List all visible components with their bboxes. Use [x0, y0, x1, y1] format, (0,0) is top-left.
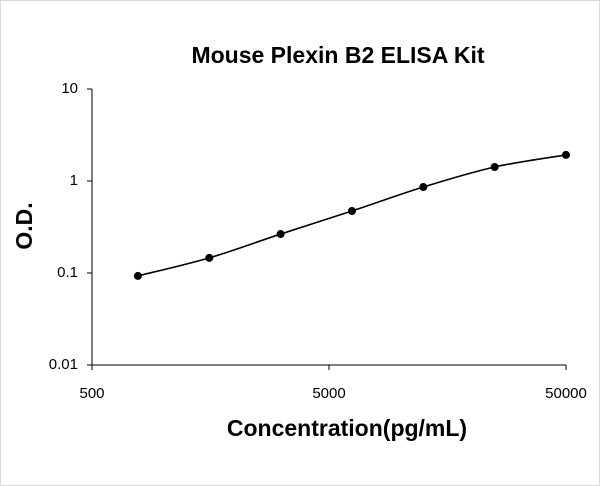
y-tick-label: 1	[70, 172, 78, 189]
y-tick-label: 0.1	[57, 264, 78, 281]
data-point	[276, 230, 285, 239]
data-point	[419, 183, 428, 192]
data-point	[205, 253, 214, 262]
y-tick-label: 0.01	[49, 356, 78, 373]
y-axis-title: O.D.	[11, 202, 37, 249]
y-tick-label: 10	[61, 80, 78, 97]
x-axis-title: Concentration(pg/mL)	[227, 415, 467, 441]
x-tick-label: 50000	[545, 385, 587, 402]
data-point	[347, 206, 356, 215]
data-point	[133, 271, 142, 280]
chart-title: Mouse Plexin B2 ELISA Kit	[191, 42, 484, 68]
x-tick-label: 5000	[312, 385, 345, 402]
data-point	[562, 150, 570, 159]
x-tick-label: 500	[79, 385, 104, 402]
data-point	[490, 162, 499, 171]
